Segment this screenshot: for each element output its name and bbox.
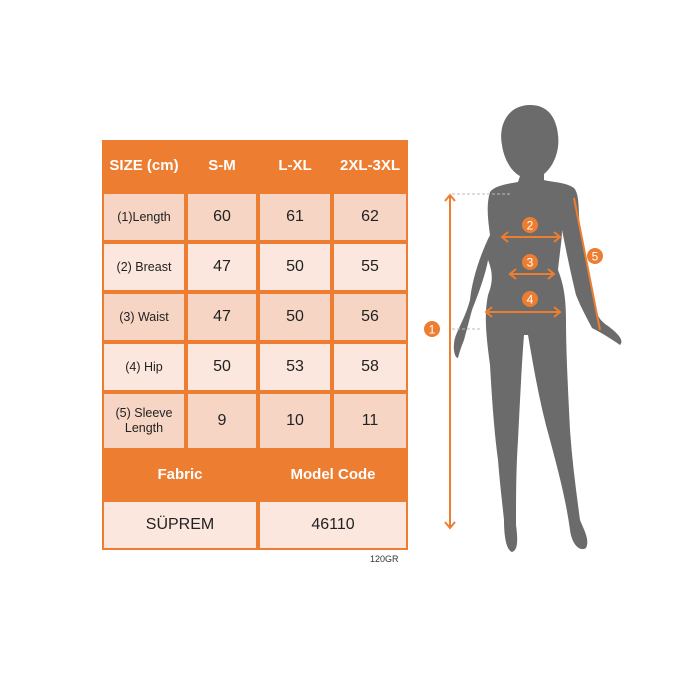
size-value-cell: 50 — [260, 244, 330, 290]
guide-dashes — [452, 193, 512, 330]
model-code-header: Model Code — [290, 466, 376, 483]
size-value-cell: 47 — [188, 294, 256, 340]
size-value-cell: 58 — [334, 344, 406, 390]
fabric-header: Fabric — [157, 466, 203, 483]
row-label: (5) Sleeve Length — [104, 394, 184, 448]
model-code-value: 46110 — [260, 502, 406, 548]
row-label: (4) Hip — [104, 344, 184, 390]
marker-circle — [424, 321, 440, 337]
woman-silhouette — [453, 105, 622, 552]
size-value-cell: 60 — [188, 194, 256, 240]
size-value-cell: 50 — [260, 294, 330, 340]
measurement-lines — [444, 193, 601, 530]
row-label: (2) Breast — [104, 244, 184, 290]
header-cell: S-M — [208, 157, 236, 174]
marker-circle — [522, 217, 538, 233]
row-label: (3) Waist — [104, 294, 184, 340]
marker-number: 1 — [429, 323, 436, 337]
marker-number: 2 — [527, 219, 534, 233]
size-value-cell: 9 — [188, 394, 256, 448]
header-cell: SIZE (cm) — [109, 157, 179, 174]
marker-number: 5 — [592, 250, 599, 264]
size-value-cell: 61 — [260, 194, 330, 240]
marker-number: 4 — [527, 293, 534, 307]
body-measurement-figure: 1 2 3 4 5 — [424, 105, 622, 552]
size-value-cell: 62 — [334, 194, 406, 240]
size-chart-table: SIZE (cm) S-M L-XL 2XL-3XL (1)Length 60 61 62 (2… — [102, 140, 408, 550]
row-label: (1)Length — [104, 194, 184, 240]
size-value-cell: 10 — [260, 394, 330, 448]
header-cell: 2XL-3XL — [339, 157, 400, 174]
size-value-cell: 53 — [260, 344, 330, 390]
sleeve-arrow-line — [573, 197, 601, 331]
fabric-value: SÜPREM — [104, 502, 256, 548]
weight-note: 120GR — [370, 554, 399, 564]
size-value-cell: 50 — [188, 344, 256, 390]
size-value-cell: 56 — [334, 294, 406, 340]
size-value-cell: 55 — [334, 244, 406, 290]
header-cell: L-XL — [278, 157, 312, 174]
marker-circle — [522, 254, 538, 270]
size-value-cell: 47 — [188, 244, 256, 290]
marker-circle — [522, 291, 538, 307]
measurement-markers: 1 2 3 4 5 — [424, 217, 603, 337]
size-value-cell: 11 — [334, 394, 406, 448]
marker-number: 3 — [527, 256, 534, 270]
marker-circle — [587, 248, 603, 264]
